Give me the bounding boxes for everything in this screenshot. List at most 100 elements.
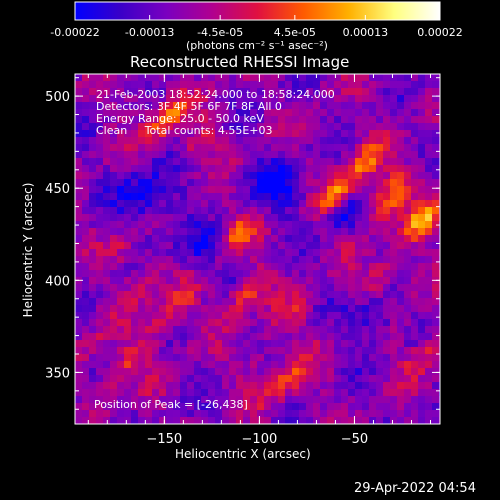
heatmap-cell [159,123,166,130]
heatmap-cell [299,291,306,298]
heatmap-cell [397,102,404,109]
heatmap-cell [201,284,208,291]
heatmap-cell [117,74,124,81]
heatmap-cell [411,417,418,424]
heatmap-cell [299,165,306,172]
heatmap-cell [89,144,96,151]
heatmap-cell [285,396,292,403]
heatmap-cell [180,179,187,186]
heatmap-cell [124,74,131,81]
heatmap-cell [131,382,138,389]
heatmap-cell [138,249,145,256]
heatmap-cell [159,277,166,284]
heatmap-cell [215,165,222,172]
heatmap-cell [383,88,390,95]
heatmap-cell [166,403,173,410]
heatmap-cell [159,81,166,88]
heatmap-cell [362,410,369,417]
heatmap-cell [376,354,383,361]
heatmap-cell [110,242,117,249]
heatmap-cell [110,116,117,123]
heatmap-cell [131,207,138,214]
heatmap-cell [264,340,271,347]
heatmap-cell [369,88,376,95]
heatmap-cell [229,207,236,214]
heatmap-cell [215,410,222,417]
heatmap-cell [103,81,110,88]
heatmap-cell [334,151,341,158]
heatmap-cell [278,347,285,354]
heatmap-cell [138,193,145,200]
heatmap-cell [355,284,362,291]
heatmap-cell [376,221,383,228]
heatmap-cell [341,284,348,291]
heatmap-cell [96,417,103,424]
heatmap-cell [215,137,222,144]
heatmap-cell [278,396,285,403]
heatmap-cell [236,270,243,277]
heatmap-cell [243,291,250,298]
heatmap-cell [376,102,383,109]
heatmap-cell [397,326,404,333]
heatmap-cell [425,137,432,144]
heatmap-cell [278,249,285,256]
heatmap-cell [208,396,215,403]
heatmap-cell [187,214,194,221]
heatmap-cell [264,319,271,326]
heatmap-cell [383,130,390,137]
heatmap-cell [208,277,215,284]
heatmap-cell [390,88,397,95]
heatmap-cell [222,361,229,368]
heatmap-cell [362,389,369,396]
heatmap-cell [390,151,397,158]
heatmap-cell [285,312,292,319]
heatmap-cell [334,263,341,270]
heatmap-cell [222,249,229,256]
heatmap-cell [222,158,229,165]
peak-position-label: Position of Peak = [-26,438] [94,398,248,411]
heatmap-cell [299,172,306,179]
heatmap-cell [320,151,327,158]
heatmap-cell [180,81,187,88]
heatmap-cell [236,81,243,88]
heatmap-cell [425,228,432,235]
heatmap-cell [201,235,208,242]
heatmap-cell [166,228,173,235]
heatmap-cell [320,193,327,200]
heatmap-cell [390,228,397,235]
heatmap-cell [278,291,285,298]
heatmap-cell [201,130,208,137]
heatmap-cell [194,263,201,270]
heatmap-cell [236,130,243,137]
heatmap-cell [376,326,383,333]
heatmap-cell [383,116,390,123]
heatmap-cell [334,179,341,186]
heatmap-cell [320,200,327,207]
heatmap-cell [229,333,236,340]
heatmap-cell [117,207,124,214]
heatmap-cell [131,368,138,375]
heatmap-cell [166,123,173,130]
heatmap-cell [355,382,362,389]
heatmap-cell [180,158,187,165]
heatmap-cell [236,116,243,123]
heatmap-cell [313,158,320,165]
heatmap-cell [194,410,201,417]
heatmap-cell [250,410,257,417]
heatmap-cell [390,130,397,137]
heatmap-cell [236,207,243,214]
heatmap-cell [124,95,131,102]
heatmap-cell [313,116,320,123]
heatmap-cell [159,312,166,319]
heatmap-cell [369,179,376,186]
heatmap-cell [411,249,418,256]
heatmap-cell [418,123,425,130]
heatmap-cell [229,256,236,263]
heatmap-cell [425,102,432,109]
heatmap-cell [89,305,96,312]
heatmap-cell [264,396,271,403]
heatmap-cell [236,137,243,144]
heatmap-cell [306,172,313,179]
heatmap-cell [334,95,341,102]
heatmap-cell [138,256,145,263]
